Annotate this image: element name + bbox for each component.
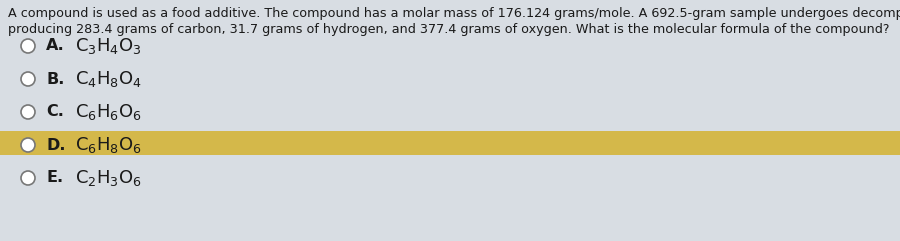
Text: C.: C. (46, 105, 64, 120)
Circle shape (21, 72, 35, 86)
Text: producing 283.4 grams of carbon, 31.7 grams of hydrogen, and 377.4 grams of oxyg: producing 283.4 grams of carbon, 31.7 gr… (8, 23, 889, 36)
Text: A compound is used as a food additive. The compound has a molar mass of 176.124 : A compound is used as a food additive. T… (8, 7, 900, 20)
Circle shape (21, 105, 35, 119)
Text: D.: D. (46, 138, 66, 153)
Text: E.: E. (46, 170, 63, 186)
Text: $\mathregular{C_6H_8O_6}$: $\mathregular{C_6H_8O_6}$ (75, 135, 142, 155)
Text: $\mathregular{C_4H_8O_4}$: $\mathregular{C_4H_8O_4}$ (75, 69, 142, 89)
Text: $\mathregular{C_2H_3O_6}$: $\mathregular{C_2H_3O_6}$ (75, 168, 142, 188)
Text: $\mathregular{C_3H_4O_3}$: $\mathregular{C_3H_4O_3}$ (75, 36, 142, 56)
Text: B.: B. (46, 72, 65, 87)
Circle shape (21, 171, 35, 185)
Circle shape (21, 39, 35, 53)
Bar (0, 131, 900, 155)
Text: $\mathregular{C_6H_6O_6}$: $\mathregular{C_6H_6O_6}$ (75, 102, 142, 122)
Text: A.: A. (46, 39, 65, 54)
Circle shape (21, 138, 35, 152)
